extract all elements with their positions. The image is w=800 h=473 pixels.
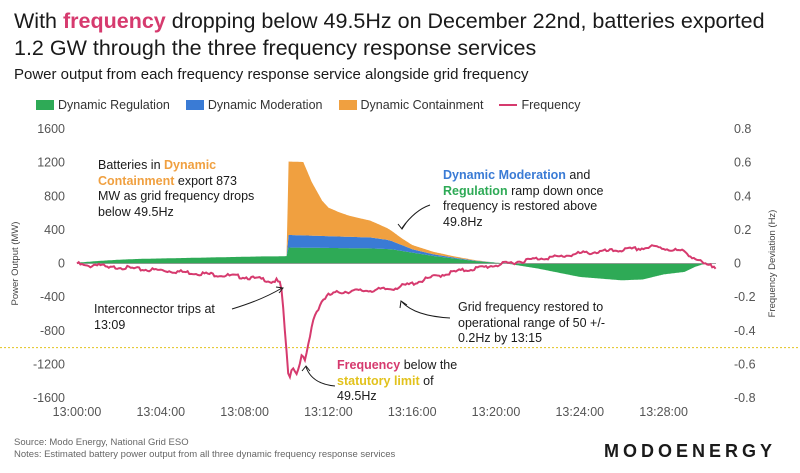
ann-containment-t1: Batteries in	[98, 158, 165, 172]
ann-containment-t2: export 873 MW as grid frequency drops be…	[98, 173, 255, 219]
arrow-restored-head	[399, 300, 408, 309]
legend-swatch-containment	[338, 100, 357, 110]
ann-containment-h1: Dynamic Containment	[98, 158, 217, 188]
y-tick-label: 1600	[37, 122, 65, 136]
y2-tick-label: -0.4	[734, 324, 756, 338]
arrow-moderation-head	[397, 222, 407, 230]
ann-statutory-h1: Frequency	[337, 358, 401, 372]
y-tick-label: 400	[44, 223, 65, 237]
legend-item-moderation: Dynamic Moderation	[185, 98, 323, 112]
chart-title: With frequency dropping below 49.5Hz on …	[14, 8, 786, 62]
y2-tick-label: 0.8	[734, 122, 751, 136]
title-part-2: dropping below 49.5Hz on December 22nd, …	[14, 9, 765, 60]
y2-tick-label: -0.6	[734, 357, 756, 371]
x-tick-label: 13:16:00	[388, 405, 437, 419]
ann-restored-text: Grid frequency restored to operational r…	[458, 300, 605, 345]
y-tick-label: 800	[44, 189, 65, 203]
ann-statutory-t2: of 49.5Hz	[337, 373, 434, 404]
legend-item-regulation: Dynamic Regulation	[36, 98, 170, 112]
legend-swatch-regulation	[36, 100, 54, 110]
y2-tick-label: 0.4	[734, 189, 751, 203]
x-tick-label: 13:04:00	[136, 405, 185, 419]
legend-label-frequency: Frequency	[521, 98, 581, 112]
y-axis-label: Power Output (MW)	[10, 222, 21, 306]
x-tick-label: 13:12:00	[304, 405, 353, 419]
y2-tick-label: 0.6	[734, 156, 751, 170]
ann-moderation-h2: Regulation	[443, 183, 508, 198]
source-notes: Source: Modo Energy, National Grid ESO N…	[14, 437, 395, 461]
chart-legend: Dynamic Regulation Dynamic Moderation Dy…	[36, 98, 581, 112]
legend-swatch-moderation	[185, 100, 204, 110]
ann-moderation-t2: ramp down once frequency is restored abo…	[443, 183, 604, 229]
annotation-containment: Batteries in Dynamic Containment export …	[98, 158, 258, 220]
y2-axis-label: Frequency Deviation (Hz)	[767, 210, 778, 318]
source-text: Source: Modo Energy, National Grid ESO	[14, 437, 189, 448]
y-tick-label: -1600	[33, 391, 65, 405]
legend-label-moderation: Dynamic Moderation	[207, 98, 323, 112]
ann-moderation-t1: and	[565, 168, 591, 182]
y-tick-label: 0	[58, 257, 65, 271]
brand-logo: MODOENERGY	[603, 441, 776, 461]
y-tick-label: -800	[40, 324, 65, 338]
y2-tick-label: -0.2	[734, 290, 756, 304]
x-tick-label: 13:00:00	[53, 405, 102, 419]
annotation-restored: Grid frequency restored to operational r…	[458, 300, 633, 347]
arrow-moderation	[401, 204, 431, 229]
y2-tick-label: 0.2	[734, 223, 751, 237]
notes-text: Notes: Estimated battery power output fr…	[14, 449, 396, 460]
area-regulation-negative	[77, 263, 716, 281]
chart-subtitle: Power output from each frequency respons…	[14, 66, 529, 83]
x-tick-label: 13:20:00	[472, 405, 521, 419]
legend-label-containment: Dynamic Containment	[360, 98, 484, 112]
arrow-restored	[401, 301, 451, 319]
x-tick-label: 13:08:00	[220, 405, 269, 419]
ann-moderation-h1: Dynamic Moderation	[443, 168, 566, 182]
ann-statutory-h2: statutory limit	[337, 373, 420, 388]
title-highlight: frequency	[62, 9, 166, 33]
legend-swatch-frequency	[499, 104, 518, 106]
annotation-interconnector: Interconnector trips at 13:09	[94, 302, 234, 333]
annotation-moderation: Dynamic Moderation and Regulation ramp d…	[443, 168, 613, 230]
y-tick-label: -400	[40, 290, 65, 304]
axis-ticks: -1600 -1200 -800 -400 0 400 800 1200 1600 -0.8 -0.…	[33, 122, 756, 419]
y-tick-label: -1200	[33, 357, 65, 371]
legend-item-frequency: Frequency	[499, 98, 581, 112]
area-regulation-positive	[77, 247, 716, 264]
title-part-1: With	[14, 9, 63, 33]
legend-label-regulation: Dynamic Regulation	[58, 98, 170, 112]
y2-tick-label: -0.8	[734, 391, 756, 405]
annotation-arrows	[231, 204, 451, 387]
arrow-statutory-head	[301, 365, 311, 372]
arrow-interconnector	[231, 287, 283, 310]
arrow-interconnector-head	[275, 286, 284, 294]
annotation-statutory: Frequency below the statutory limit of 4…	[337, 358, 467, 405]
y-tick-label: 1200	[37, 156, 65, 170]
x-tick-label: 13:24:00	[555, 405, 604, 419]
frequency-line	[76, 244, 717, 381]
ann-statutory-t1: below the	[400, 358, 458, 372]
ann-interconnector-text: Interconnector trips at 13:09	[94, 302, 215, 332]
stacked-areas	[77, 161, 716, 281]
arrow-statutory	[305, 366, 336, 387]
area-moderation	[77, 234, 716, 264]
y2-tick-label: 0	[734, 257, 741, 271]
x-tick-label: 13:28:00	[639, 405, 688, 419]
legend-item-containment: Dynamic Containment	[338, 98, 484, 112]
